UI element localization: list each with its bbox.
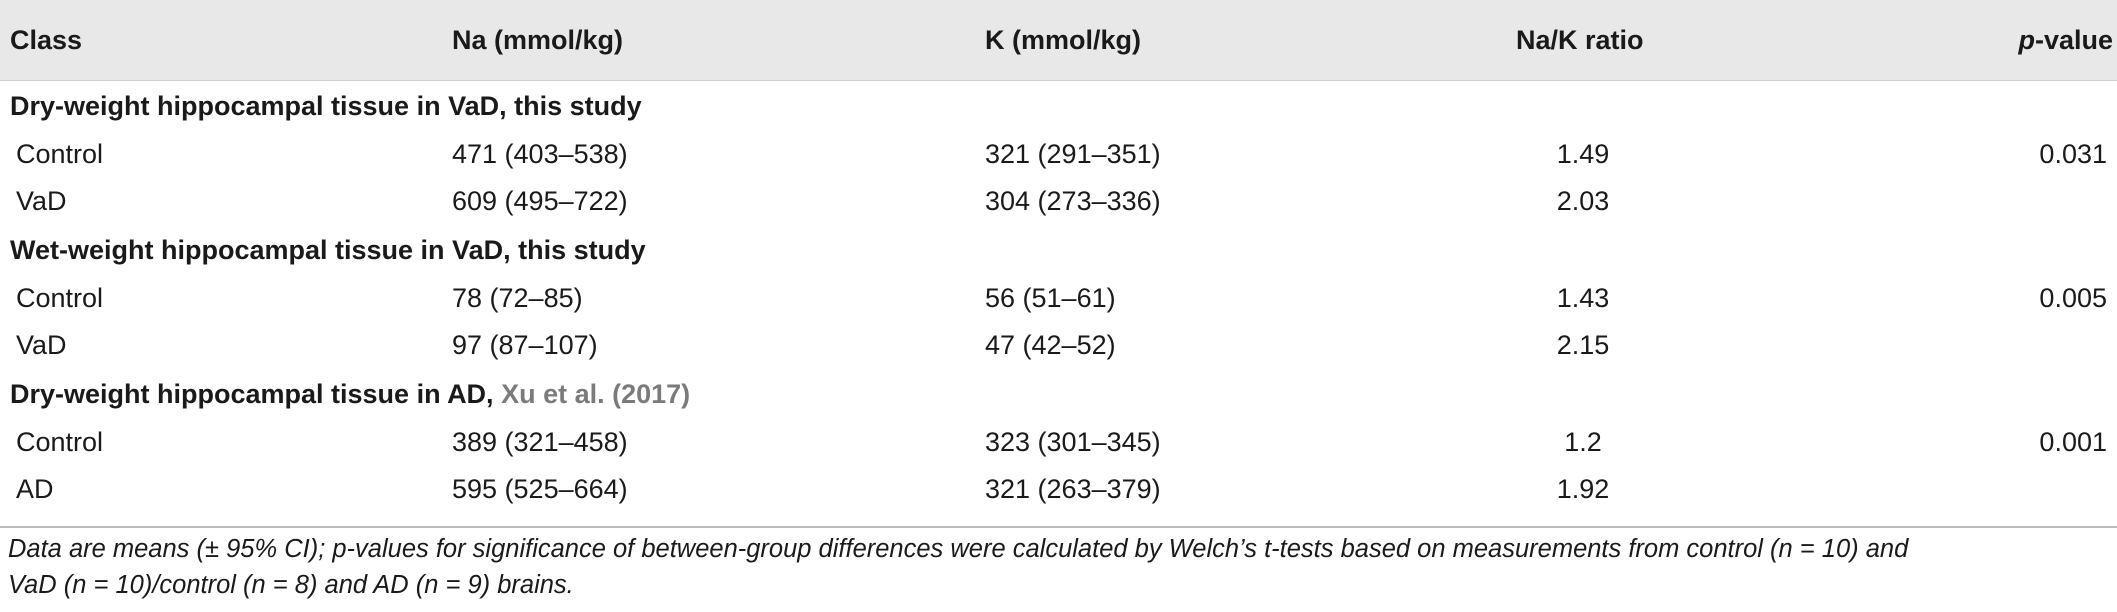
- section-title: Dry-weight hippocampal tissue in AD, Xu …: [0, 369, 2117, 419]
- table-header: Class Na (mmol/kg) K (mmol/kg) Na/K rati…: [0, 0, 2117, 81]
- table-bottom-rule: [0, 526, 2117, 528]
- cell-na: 389 (321–458): [452, 427, 628, 457]
- na-k-table: Class Na (mmol/kg) K (mmol/kg) Na/K rati…: [0, 0, 2117, 514]
- data-table-container: Class Na (mmol/kg) K (mmol/kg) Na/K rati…: [0, 0, 2117, 514]
- footnote-line-2: VaD (n = 10)/control (n = 8) and AD (n =…: [8, 571, 574, 599]
- cell-na: 97 (87–107): [452, 330, 598, 360]
- section-row: Dry-weight hippocampal tissue in AD, Xu …: [0, 369, 2117, 419]
- header-p-italic: p: [2018, 24, 2035, 55]
- cell-na: 471 (403–538): [452, 139, 628, 169]
- cell-class: AD: [16, 474, 54, 504]
- table-footnote: Data are means (± 95% CI); p-values for …: [8, 531, 2108, 603]
- header-p-suffix: -value: [2034, 24, 2113, 55]
- cell-p-value: 0.001: [2039, 427, 2107, 457]
- section-row: Wet-weight hippocampal tissue in VaD, th…: [0, 225, 2117, 275]
- cell-ratio: 1.92: [1556, 474, 1610, 504]
- cell-k: 321 (263–379): [985, 474, 1161, 504]
- cell-k: 304 (273–336): [985, 186, 1161, 216]
- footnote-line-1: Data are means (± 95% CI); p-values for …: [8, 535, 1909, 563]
- cell-k: 323 (301–345): [985, 427, 1161, 457]
- table-row: VaD 97 (87–107) 47 (42–52) 2.15: [0, 322, 2117, 369]
- section-row: Dry-weight hippocampal tissue in VaD, th…: [0, 81, 2117, 132]
- table-row: AD 595 (525–664) 321 (263–379) 1.92: [0, 466, 2117, 513]
- section-title: Wet-weight hippocampal tissue in VaD, th…: [0, 225, 2117, 275]
- cell-p-value: 0.031: [2039, 139, 2107, 169]
- cell-class: VaD: [16, 186, 67, 216]
- cell-p-value: [1818, 322, 2117, 369]
- cell-ratio: 1.43: [1556, 283, 1610, 313]
- header-k: K (mmol/kg): [985, 0, 1438, 81]
- cell-p-value: [1818, 178, 2117, 225]
- cell-ratio: 1.49: [1556, 139, 1610, 169]
- cell-na: 609 (495–722): [452, 186, 628, 216]
- section-title-text: Dry-weight hippocampal tissue in AD,: [10, 378, 502, 409]
- cell-k: 321 (291–351): [985, 139, 1161, 169]
- section-citation-link[interactable]: Xu et al. (2017): [501, 378, 691, 409]
- section-title-text: Wet-weight hippocampal tissue in VaD, th…: [10, 234, 646, 265]
- table-row: Control 78 (72–85) 56 (51–61) 1.43 0.005: [0, 275, 2117, 322]
- table-row: VaD 609 (495–722) 304 (273–336) 2.03: [0, 178, 2117, 225]
- cell-p-value: 0.005: [2039, 283, 2107, 313]
- cell-class: Control: [16, 283, 104, 313]
- header-na: Na (mmol/kg): [452, 0, 985, 81]
- cell-k: 56 (51–61): [985, 283, 1116, 313]
- cell-class: Control: [16, 139, 104, 169]
- cell-ratio: 1.2: [1564, 427, 1602, 457]
- header-p-value: p-value: [1818, 0, 2117, 81]
- cell-p-value: [1818, 466, 2117, 513]
- header-ratio: Na/K ratio: [1438, 0, 1818, 81]
- table-row: Control 389 (321–458) 323 (301–345) 1.2 …: [0, 419, 2117, 466]
- cell-na: 595 (525–664): [452, 474, 628, 504]
- header-class: Class: [0, 0, 452, 81]
- cell-ratio: 2.03: [1556, 186, 1610, 216]
- table-body: Dry-weight hippocampal tissue in VaD, th…: [0, 81, 2117, 514]
- table-row: Control 471 (403–538) 321 (291–351) 1.49…: [0, 131, 2117, 178]
- header-row: Class Na (mmol/kg) K (mmol/kg) Na/K rati…: [0, 0, 2117, 81]
- cell-na: 78 (72–85): [452, 283, 583, 313]
- section-title-text: Dry-weight hippocampal tissue in VaD, th…: [10, 90, 642, 121]
- cell-class: Control: [16, 427, 104, 457]
- cell-k: 47 (42–52): [985, 330, 1116, 360]
- cell-class: VaD: [16, 330, 67, 360]
- section-title: Dry-weight hippocampal tissue in VaD, th…: [0, 81, 2117, 132]
- cell-ratio: 2.15: [1556, 330, 1610, 360]
